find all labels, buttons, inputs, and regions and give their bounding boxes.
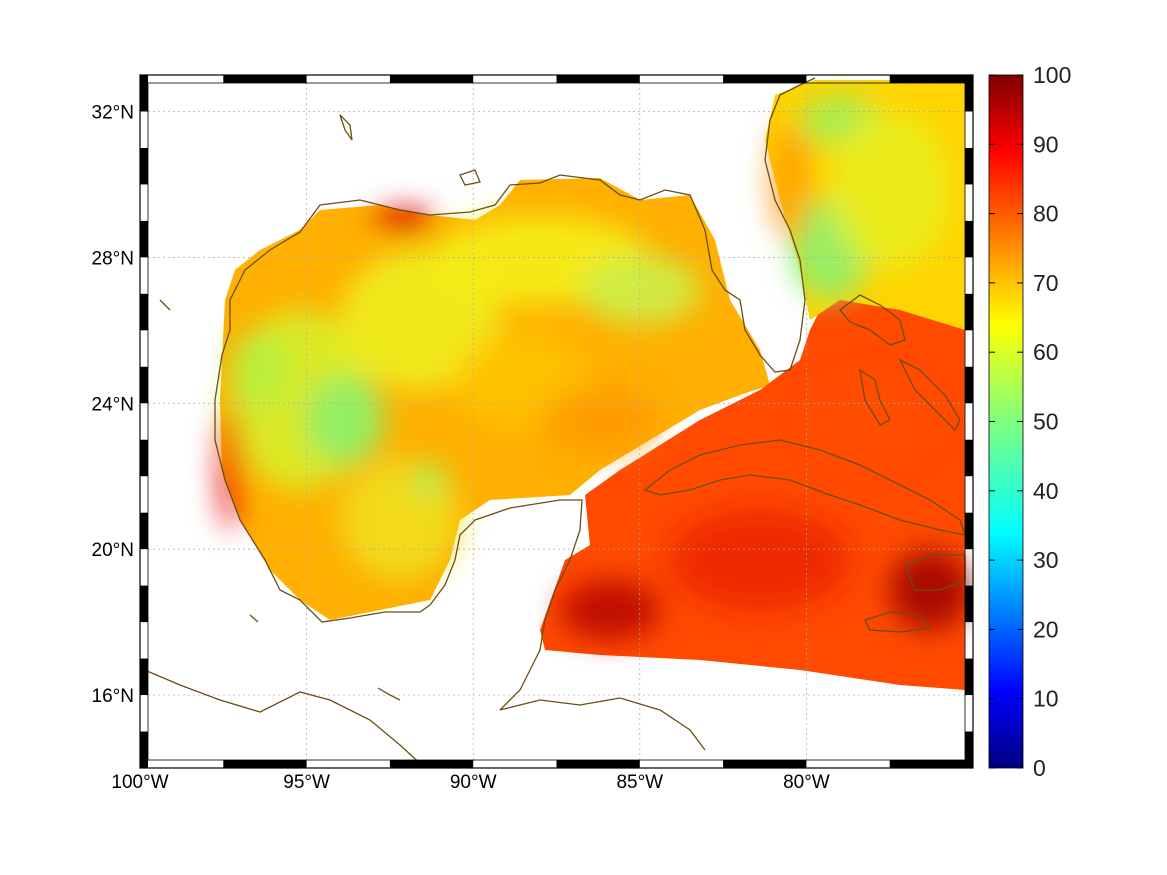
frame-segment bbox=[140, 366, 148, 404]
lat-label: 20°N bbox=[92, 540, 134, 561]
colorbar-label: 50 bbox=[1033, 409, 1059, 435]
frame-segment bbox=[223, 760, 307, 768]
lon-label: 90°W bbox=[450, 772, 497, 793]
frame-segment bbox=[389, 75, 474, 83]
colorbar-label: 40 bbox=[1033, 478, 1059, 504]
frame-segment bbox=[140, 585, 148, 623]
frame-segment bbox=[140, 293, 148, 331]
colorbar-label: 20 bbox=[1033, 616, 1059, 642]
lat-label: 32°N bbox=[92, 102, 134, 123]
lon-labels: 100°W 95°W 90°W 85°W 80°W bbox=[111, 772, 829, 793]
lat-label: 16°N bbox=[92, 686, 134, 707]
frame-segment bbox=[140, 731, 148, 768]
frame-segment bbox=[965, 293, 973, 331]
colorbar-label: 90 bbox=[1033, 131, 1059, 157]
frame-segment bbox=[889, 760, 973, 768]
frame-segment bbox=[140, 512, 148, 550]
frame-segment bbox=[965, 439, 973, 477]
frame-segment bbox=[965, 75, 973, 112]
frame-segment bbox=[723, 75, 807, 83]
data-field bbox=[218, 80, 970, 690]
colorbar-label: 70 bbox=[1033, 270, 1059, 296]
colorbar-label: 100 bbox=[1033, 62, 1071, 88]
lat-labels: 16°N 20°N 24°N 28°N 32°N bbox=[92, 102, 134, 707]
colorbar-label: 0 bbox=[1033, 755, 1046, 781]
lat-label: 24°N bbox=[92, 394, 134, 415]
map-grid bbox=[139, 83, 965, 760]
colorbar-label: 60 bbox=[1033, 339, 1059, 365]
colorbar-label: 30 bbox=[1033, 547, 1059, 573]
frame-segment bbox=[140, 658, 148, 696]
frame-ticks bbox=[140, 75, 973, 768]
frame-segment bbox=[965, 731, 973, 768]
frame-segment bbox=[965, 585, 973, 623]
frame-segment bbox=[140, 75, 148, 112]
frame-segment bbox=[223, 75, 307, 83]
colorbar-labels: 0 10 20 30 40 50 60 70 80 90 100 bbox=[989, 62, 1071, 781]
frame-segment bbox=[389, 760, 474, 768]
frame-segment bbox=[140, 147, 148, 185]
colorbar-label: 10 bbox=[1033, 686, 1059, 712]
lon-label: 80°W bbox=[783, 772, 830, 793]
frame-segment bbox=[965, 220, 973, 258]
frame-segment bbox=[723, 760, 807, 768]
colorbar-label: 80 bbox=[1033, 201, 1059, 227]
lat-label: 28°N bbox=[92, 248, 134, 269]
lon-label: 100°W bbox=[111, 772, 168, 793]
frame-segment bbox=[889, 75, 973, 83]
frame-segment bbox=[965, 658, 973, 696]
lon-label: 85°W bbox=[616, 772, 663, 793]
frame-segment bbox=[140, 439, 148, 477]
frame-segment bbox=[965, 147, 973, 185]
lon-label: 95°W bbox=[283, 772, 330, 793]
frame-segment bbox=[965, 366, 973, 404]
coastline bbox=[140, 77, 966, 768]
frame-segment bbox=[140, 220, 148, 258]
frame-segment bbox=[556, 760, 640, 768]
frame-segment bbox=[556, 75, 640, 83]
frame-segment bbox=[965, 512, 973, 550]
